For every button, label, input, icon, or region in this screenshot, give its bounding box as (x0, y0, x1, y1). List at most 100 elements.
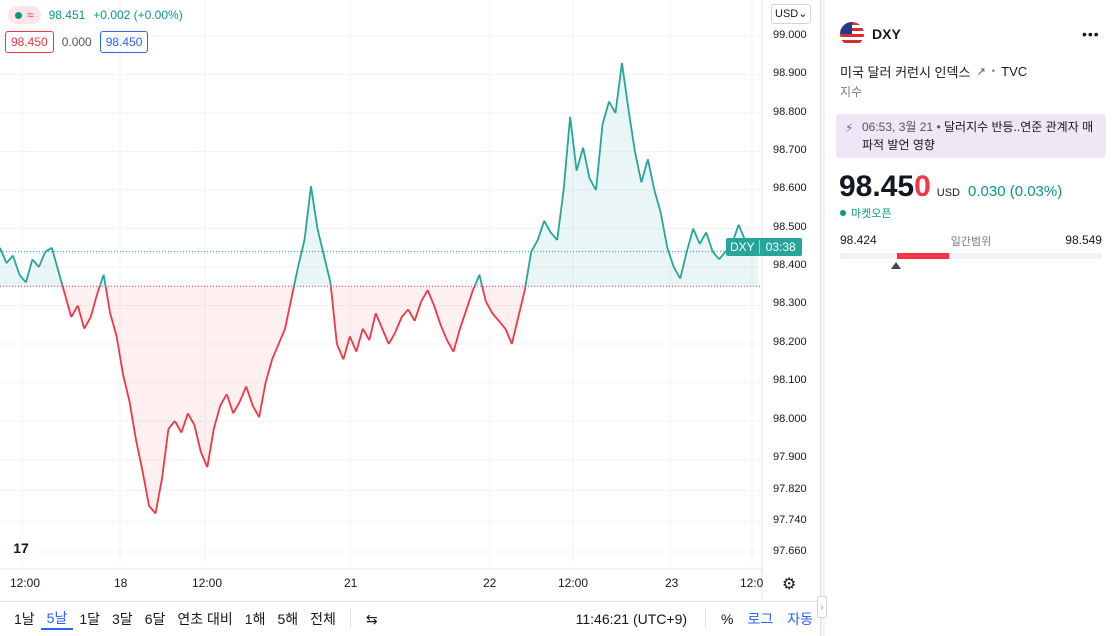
price-axis-label: 98.200 (773, 336, 807, 348)
dot-separator: • (991, 66, 996, 77)
area-fill-up (0, 62, 758, 287)
price-axis-label: 98.700 (773, 144, 807, 156)
range-1m[interactable]: 1달 (79, 611, 101, 627)
live-dot-icon (15, 11, 22, 19)
time-axis-label: 12:00 (10, 576, 41, 590)
price-tag-symbol: DXY (730, 240, 755, 254)
horizontal-gridlines (0, 35, 762, 553)
price-axis-label: 97.900 (773, 451, 807, 463)
bottom-toolbar: 1날 5날 1달 3달 6달 연초 대비 1해 5해 전체 ⇆ 11:46:21… (0, 601, 820, 636)
news-headline[interactable]: ⚡ 06:53, 3월 21 • 달러지수 반등..연준 관계자 매파적 발언 … (836, 114, 1106, 158)
range-6m[interactable]: 6달 (144, 611, 166, 627)
symbol-description: 미국 달러 커런시 인덱스 ↗ • TVC (840, 62, 1027, 81)
gear-icon[interactable]: ⚙ (782, 576, 797, 593)
price-axis-label: 98.900 (773, 67, 807, 79)
full-name-text[interactable]: 미국 달러 커런시 인덱스 (840, 65, 971, 80)
range-all[interactable]: 전체 (310, 611, 336, 627)
buy-price-button[interactable]: 98.450 (99, 31, 149, 53)
price-tag-countdown: 03:38 (758, 240, 802, 254)
price-axis-label: 98.500 (773, 221, 807, 233)
price-axis-label: 98.300 (773, 297, 807, 309)
price-axis-label: 97.820 (773, 483, 807, 495)
chart-pane[interactable]: ≈ 98.451 +0.002 (+0.00%) 98.450 0.000 98… (0, 0, 820, 600)
instrument-type: 지수 (840, 85, 863, 99)
range-1y[interactable]: 1해 (244, 611, 266, 627)
price-axis-label: 98.400 (773, 259, 807, 271)
symbol-name: DXY (872, 26, 901, 42)
time-axis-label: 23 (665, 576, 679, 590)
price-chart[interactable] (0, 0, 820, 600)
day-range-fill (897, 253, 949, 259)
price-main: 98.45 (839, 170, 915, 203)
price-axis-label: 98.800 (773, 106, 807, 118)
time-axis-label: 18 (114, 576, 128, 590)
series-line-down (61, 285, 527, 515)
bid-ask-row: 98.450 0.000 98.450 (5, 31, 149, 53)
timezone-clock[interactable]: 11:46:21 (UTC+9) (575, 611, 688, 627)
symbol-header[interactable]: DXY (840, 22, 901, 46)
legend-change: +0.002 (+0.00%) (93, 8, 183, 22)
auto-toggle[interactable]: 자동 (787, 611, 813, 627)
market-status-label: 마켓오픈 (851, 208, 892, 220)
log-toggle[interactable]: 로그 (747, 611, 774, 627)
price-change: 0.030 (0.03%) (968, 183, 1063, 200)
sell-price-button[interactable]: 98.450 (5, 31, 54, 53)
more-options-icon[interactable]: ••• (1082, 26, 1100, 42)
range-ytd[interactable]: 연초 대비 (177, 611, 233, 627)
time-axis-label: 12:00 (192, 576, 223, 590)
exchange-label[interactable]: TVC (1001, 64, 1028, 79)
dot-separator: • (936, 120, 944, 134)
market-status[interactable]: 마켓오픈 (840, 205, 891, 221)
range-1d[interactable]: 1날 (14, 611, 35, 627)
chart-legend: ≈ 98.451 +0.002 (+0.00%) (8, 6, 183, 24)
external-link-icon[interactable]: ↗ (976, 66, 986, 78)
day-range-label: 일간범위 (950, 236, 992, 248)
current-price-marker-icon (891, 262, 901, 269)
price-axis-label: 98.100 (773, 374, 807, 386)
percent-toggle[interactable]: % (721, 611, 734, 627)
day-range-labels: 98.424 일간범위 98.549 (840, 233, 1102, 249)
chevron-down-icon: ⌄ (798, 8, 808, 20)
price-axis-label: 97.660 (773, 545, 807, 557)
divider (705, 609, 707, 629)
time-axis-label: 12:00 (558, 576, 589, 590)
day-low: 98.424 (840, 233, 877, 247)
us-flag-icon (840, 22, 864, 46)
range-5d[interactable]: 5날 (40, 608, 74, 630)
time-axis-label: 22 (483, 576, 497, 590)
legend-price: 98.451 (48, 8, 86, 22)
day-high: 98.549 (1065, 233, 1102, 247)
go-to-date-icon[interactable]: ⇆ (365, 610, 378, 627)
price-axis-label: 97.740 (773, 514, 807, 526)
currency-label: USD (775, 8, 799, 20)
range-5y[interactable]: 5해 (277, 611, 299, 627)
news-time: 06:53, 3월 21 (862, 120, 934, 134)
status-dot-icon (840, 210, 846, 216)
chevron-right-icon[interactable]: › (817, 596, 827, 618)
news-text: 달러지수 반등..연준 관계자 매파적 발언 영향 (862, 120, 1094, 152)
time-axis-label: 21 (344, 576, 358, 590)
last-price-display: 98.45 0 USD 0.030 (0.03%) (839, 170, 1062, 204)
series-line-up (0, 62, 759, 287)
area-fill-down (62, 286, 526, 514)
price-axis-label: 99.000 (773, 29, 807, 41)
range-3m[interactable]: 3달 (112, 611, 133, 627)
wave-icon: ≈ (27, 8, 34, 22)
pane-divider[interactable] (820, 0, 825, 636)
price-last-digit: 0 (914, 170, 931, 203)
tradingview-logo-icon[interactable]: 17 (5, 536, 37, 560)
price-axis-label: 98.000 (773, 413, 807, 425)
symbol-details-panel: DXY ••• 미국 달러 커런시 인덱스 ↗ • TVC 지수 ⚡ 06:53… (826, 0, 1116, 636)
live-status-pill[interactable]: ≈ (8, 6, 41, 24)
vertical-gridlines (21, 0, 753, 566)
last-price-tag: DXY 03:38 (726, 238, 802, 256)
price-currency: USD (936, 187, 960, 199)
price-axis-label: 98.600 (773, 182, 807, 194)
spread-value: 0.000 (61, 35, 92, 49)
day-range-bar (840, 253, 1102, 259)
time-axis-label: 12:0 (740, 576, 764, 590)
lightning-icon: ⚡ (845, 121, 854, 135)
divider (349, 609, 351, 629)
currency-selector[interactable]: USD⌄ (771, 4, 812, 24)
